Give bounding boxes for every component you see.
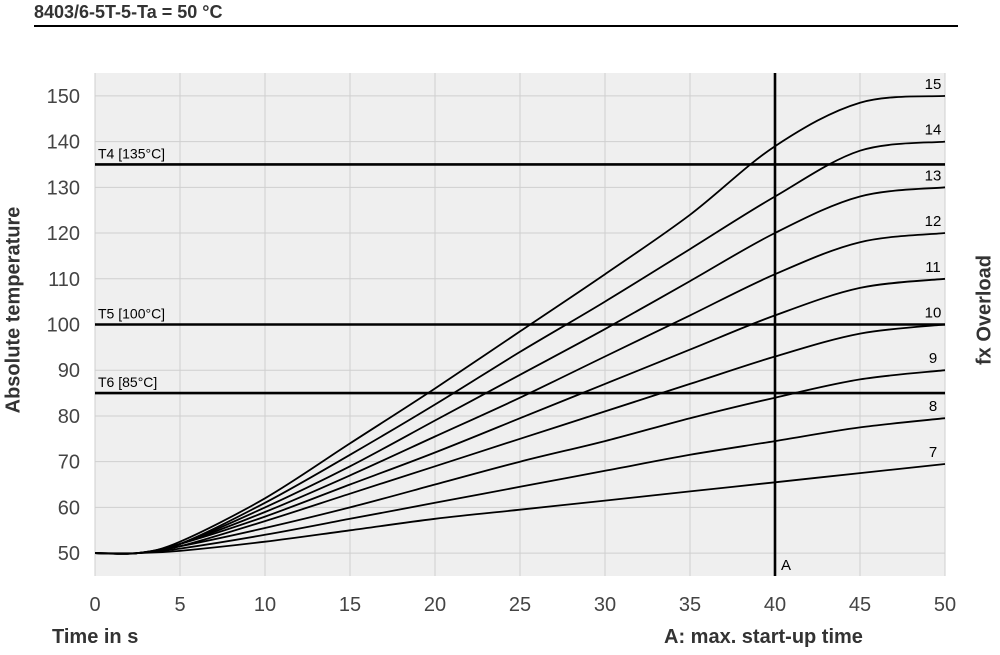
curve-label-13: 13 <box>925 167 942 184</box>
y-tick-label: 130 <box>47 177 80 199</box>
x-axis-label: Time in s <box>52 626 139 648</box>
max-startup-time-marker: A <box>781 557 791 574</box>
temperature-class-label: T6 [85°C] <box>98 374 157 390</box>
curve-label-9: 9 <box>929 350 937 367</box>
x-tick-label: 10 <box>254 594 276 616</box>
curve-label-11: 11 <box>925 259 941 276</box>
curve-label-15: 15 <box>925 76 942 93</box>
secondary-axis-label: fx Overload <box>973 254 996 366</box>
chart-title: 8403/6-5T-5-Ta = 50 °C <box>34 2 223 22</box>
y-axis-ticks: 50 60 70 80 90 100 110 120 130 140 150 <box>47 86 80 565</box>
x-tick-label: 0 <box>89 594 100 616</box>
x-tick-label: 35 <box>679 594 701 616</box>
y-tick-label: 100 <box>47 315 80 337</box>
curve-label-10: 10 <box>925 305 942 322</box>
curve-label-12: 12 <box>925 213 942 230</box>
title-underline <box>34 25 958 27</box>
x-tick-label: 25 <box>509 594 531 616</box>
x-tick-label: 20 <box>424 594 446 616</box>
x-tick-label: 40 <box>764 594 786 616</box>
overload-curves: 7 8 9 10 11 12 13 14 15 <box>94 76 946 555</box>
x-axis-ticks: 0 5 10 15 20 25 30 35 40 45 50 <box>89 594 956 616</box>
curve-label-8: 8 <box>929 398 937 415</box>
y-tick-label: 50 <box>58 543 80 565</box>
temperature-class-label: T4 [135°C] <box>98 145 165 161</box>
y-tick-label: 110 <box>48 269 80 291</box>
temperature-class-label: T5 [100°C] <box>98 306 165 322</box>
overload-curve-10 <box>94 323 946 555</box>
x-tick-label: 5 <box>174 594 185 616</box>
y-tick-label: 80 <box>58 406 80 428</box>
curve-label-14: 14 <box>925 122 942 139</box>
overload-curve-7 <box>94 463 946 555</box>
y-tick-label: 60 <box>58 497 80 519</box>
x-tick-label: 15 <box>339 594 361 616</box>
y-tick-label: 120 <box>47 223 80 245</box>
overload-curve-14 <box>94 140 946 555</box>
curve-label-7: 7 <box>929 444 937 461</box>
y-tick-label: 70 <box>58 452 80 474</box>
x-tick-label: 30 <box>594 594 616 616</box>
x-tick-label: 45 <box>849 594 871 616</box>
overload-curve-8 <box>94 417 946 555</box>
y-tick-label: 90 <box>58 360 80 382</box>
y-tick-label: 150 <box>47 86 80 108</box>
y-tick-label: 140 <box>47 132 80 154</box>
y-axis-label: Absolute temperature <box>2 206 25 414</box>
startup-time-annotation: A: max. start-up time <box>664 626 863 648</box>
x-tick-label: 50 <box>934 594 956 616</box>
overload-curve-15 <box>94 95 946 555</box>
max-startup-line: A <box>773 73 791 576</box>
temperature-class-lines: T4 [135°C] T5 [100°C] T6 [85°C] <box>95 145 945 395</box>
